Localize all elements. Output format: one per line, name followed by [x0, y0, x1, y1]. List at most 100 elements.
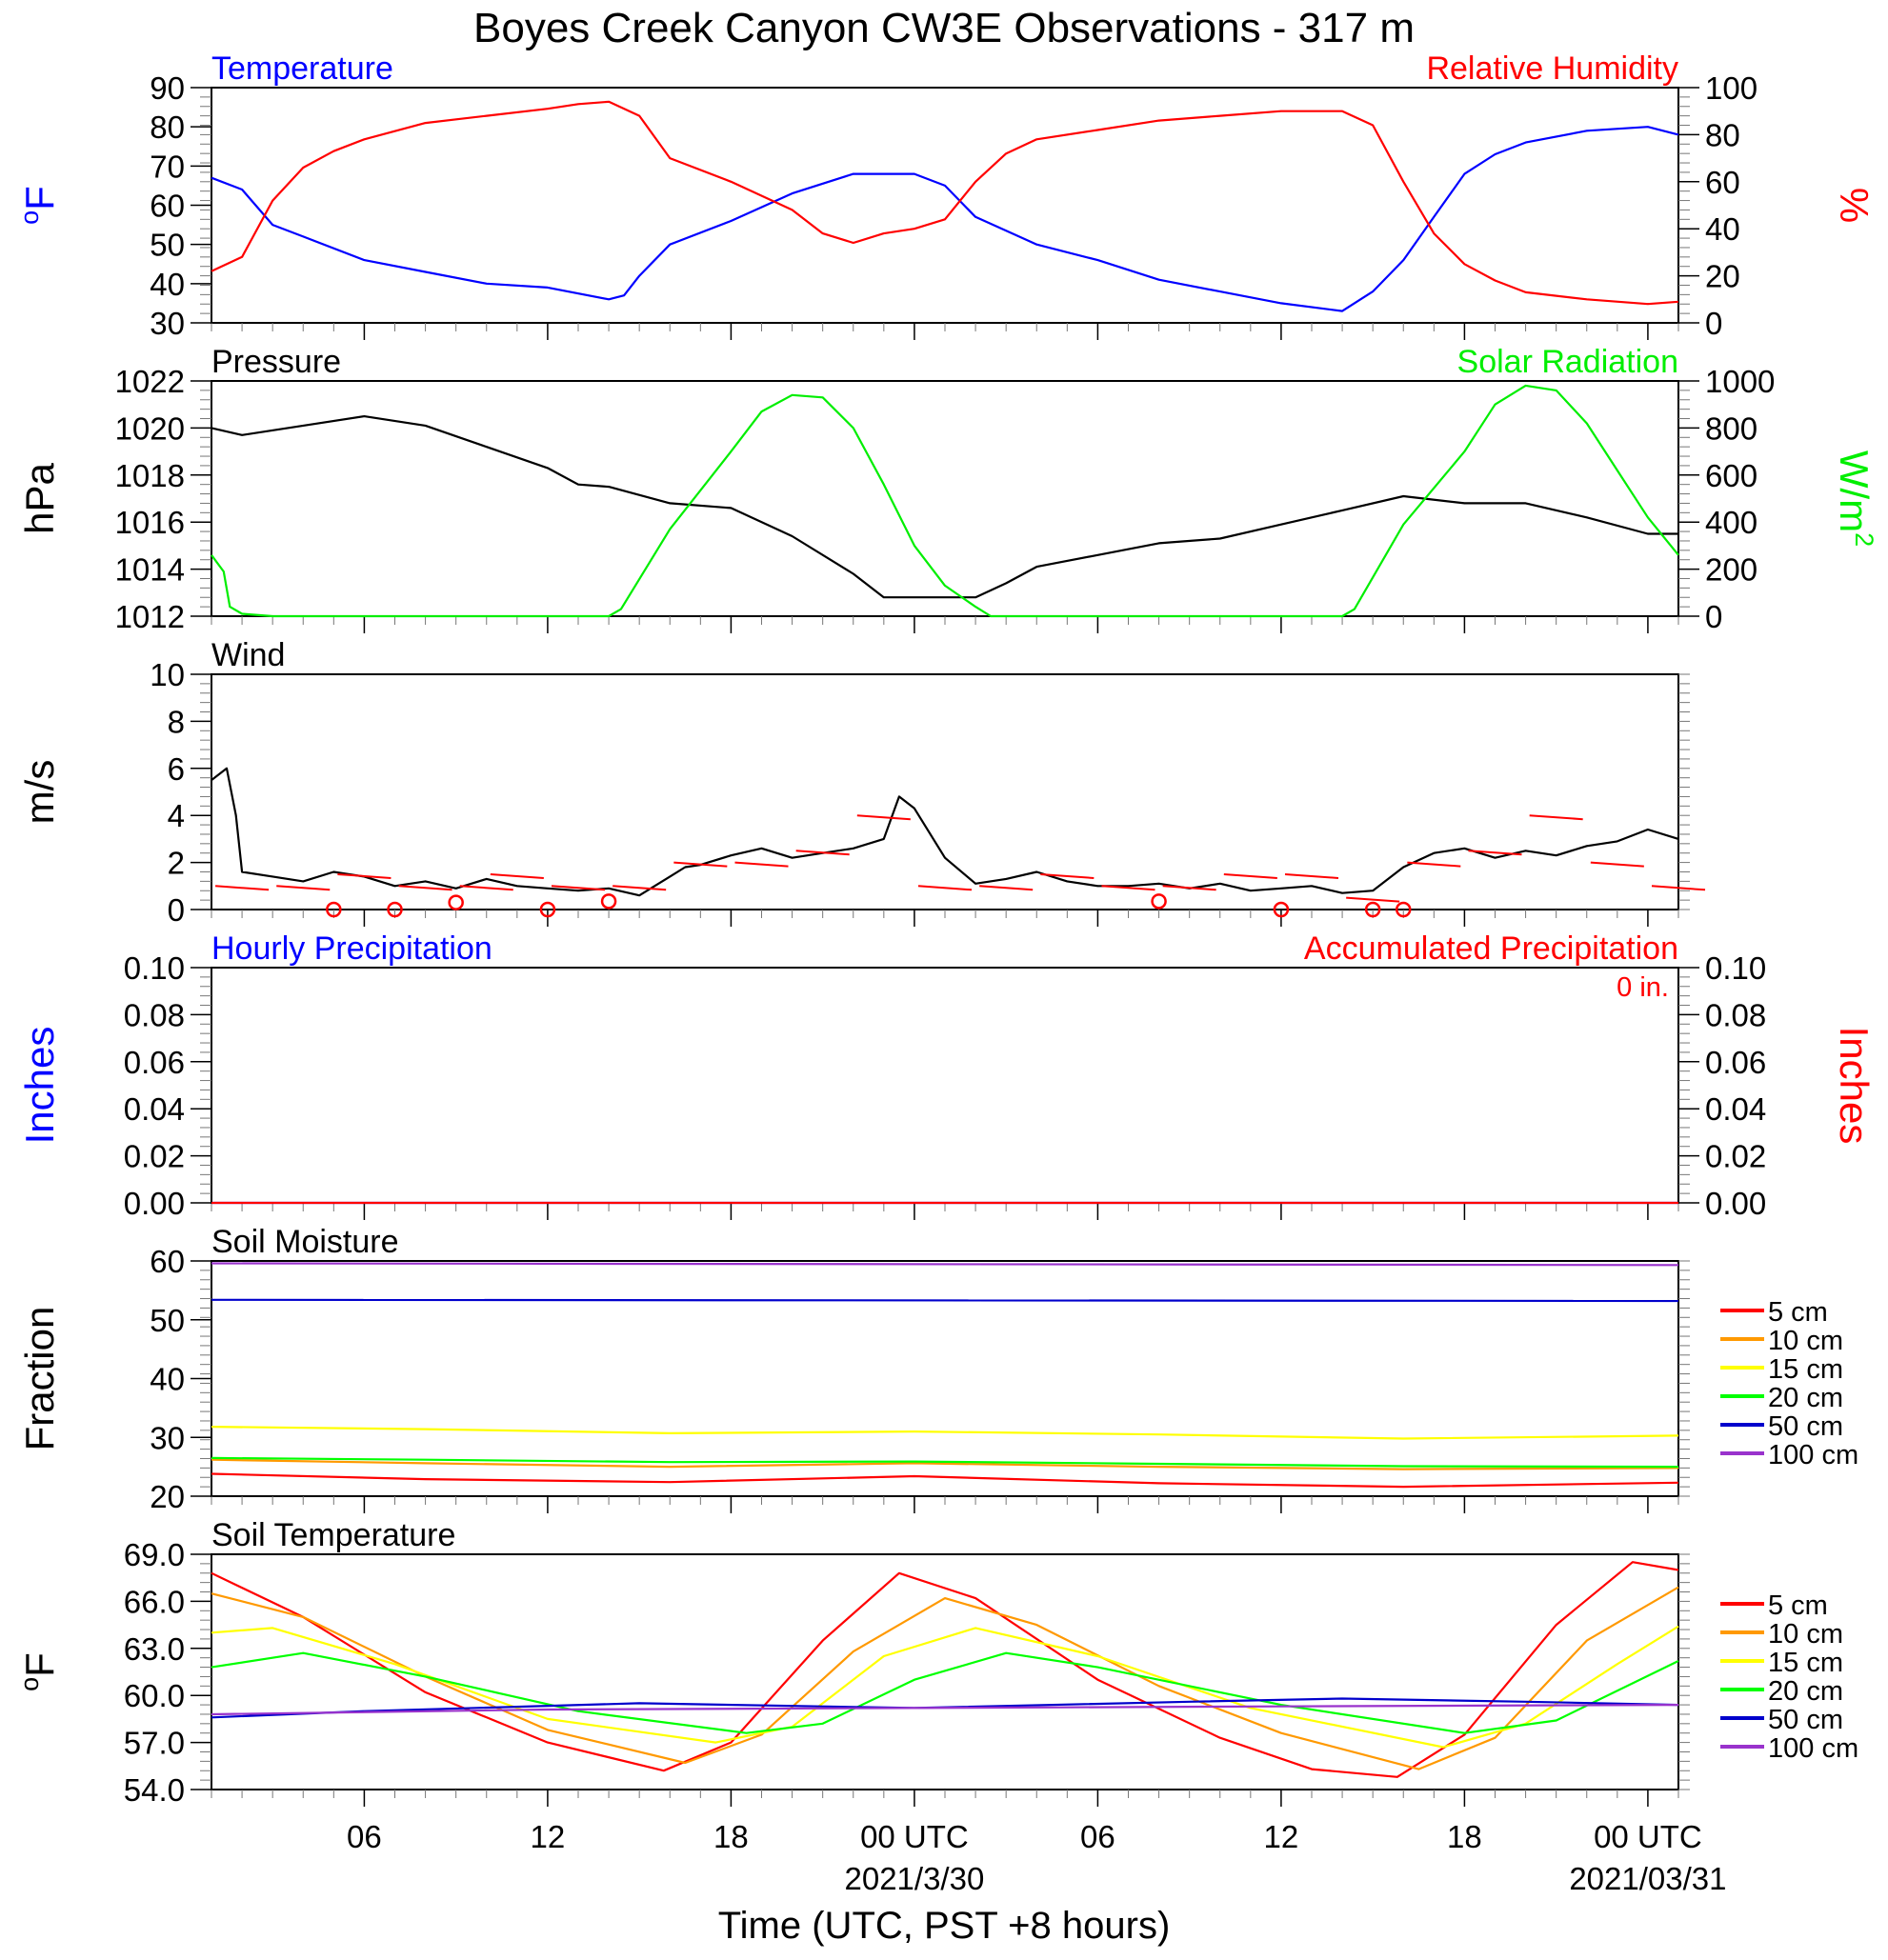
x-tick-label: 12: [1264, 1819, 1299, 1854]
minor-ticks: [200, 1553, 1690, 1807]
panel-title-left: Soil Moisture: [211, 1224, 399, 1260]
y-axis-title-right: W/m2: [1832, 450, 1878, 547]
series-line: [211, 1586, 1679, 1770]
x-tick-date: 2021/3/30: [845, 1861, 985, 1896]
minor-ticks: [200, 967, 1690, 1220]
y-tick-label-left: 0.04: [124, 1091, 185, 1127]
series-20-cm: [211, 1651, 1679, 1734]
minor-ticks: [200, 380, 1690, 633]
accumulation-annotation: 0 in.: [1617, 972, 1669, 1003]
series-wind: [211, 767, 1679, 897]
y-axis-title-left: oF: [15, 1652, 62, 1691]
wind-barb: [459, 885, 513, 891]
y-tick-label-right: 60: [1705, 165, 1740, 200]
y-tick-label-right: 0.10: [1705, 950, 1766, 986]
y-tick-label-left: 2: [168, 846, 185, 881]
y-tick-label-right: 100: [1705, 70, 1757, 106]
y-tick-label-right: 0.02: [1705, 1139, 1766, 1174]
legend-label: 5 cm: [1768, 1590, 1828, 1621]
series-line: [211, 767, 1679, 897]
y-tick-label-left: 60.0: [124, 1678, 185, 1713]
wind-barb: [1590, 861, 1644, 868]
y-tick-label-left: 57.0: [124, 1726, 185, 1761]
series-10-cm: [211, 1458, 1679, 1470]
series-5-cm: [211, 1561, 1679, 1778]
wind-barb: [613, 885, 667, 891]
y-tick-label-left: 1020: [115, 410, 185, 446]
minor-ticks: [200, 87, 1690, 340]
series-line: [211, 415, 1678, 599]
series-50-cm: [211, 1697, 1679, 1719]
wind-barb: [856, 814, 911, 821]
minor-ticks: [200, 1260, 1690, 1513]
legend-label: 15 cm: [1768, 1354, 1843, 1385]
y-tick-label-left: 0.02: [124, 1139, 185, 1174]
x-tick-label: 00 UTC: [1594, 1819, 1702, 1854]
wind-barb: [1346, 896, 1400, 903]
y-tick-label-left: 1014: [115, 552, 185, 588]
plot-frame: [211, 380, 1679, 617]
panel-title-left: Temperature: [211, 50, 393, 87]
wind-barb: [215, 885, 270, 891]
figure-title: Boyes Creek Canyon CW3E Observations - 3…: [473, 5, 1415, 51]
x-tick-label: 18: [713, 1819, 749, 1854]
x-tick-label: 00 UTC: [860, 1819, 969, 1854]
y-tick-label-left: 50: [150, 1303, 185, 1338]
y-tick-label-left: 69.0: [124, 1537, 185, 1572]
y-axis-title-right: Inches: [1832, 1027, 1877, 1145]
panel-soil-temperature: 54.0 57.0 60.0 63.0 66.0 69.0 Soil Temperature…: [15, 1517, 1858, 1808]
y-tick-label-right: 0.08: [1705, 997, 1766, 1032]
y-tick-label-right: 0: [1705, 599, 1722, 634]
y-tick-label-left: 66.0: [124, 1584, 185, 1619]
legend-label: 100 cm: [1768, 1440, 1858, 1470]
plot-frame: [211, 967, 1679, 1204]
series-line: [211, 1697, 1679, 1719]
legend-label: 100 cm: [1768, 1733, 1858, 1764]
series-100-cm: [211, 1262, 1679, 1267]
series-line: [211, 384, 1679, 618]
wind-barb: [337, 872, 392, 879]
calm-marker: [600, 893, 617, 910]
wind-barb: [1223, 872, 1277, 879]
wind-barb: [673, 861, 728, 868]
legend-label: 5 cm: [1768, 1297, 1828, 1328]
wind-barb: [551, 885, 606, 891]
y-tick-label-left: 0: [168, 892, 185, 928]
y-axis-title-left: Fraction: [17, 1307, 62, 1451]
x-axis-label: Time (UTC, PST +8 hours): [718, 1905, 1171, 1947]
y-tick-label-left: 1012: [115, 599, 185, 634]
panel-title-right: Relative Humidity: [1426, 50, 1678, 87]
y-tick-label-right: 0: [1705, 306, 1722, 341]
series-line: [211, 1456, 1679, 1469]
series-line: [211, 1458, 1679, 1470]
x-tick-label: 06: [1080, 1819, 1115, 1854]
y-axis-title-left: hPa: [17, 462, 62, 533]
wind-barb: [1101, 885, 1155, 891]
wind-barb: [1284, 872, 1339, 879]
panel-wind: 0 2 4 6 8 10 Wind m/s: [17, 637, 1706, 928]
wind-barb: [979, 885, 1034, 891]
y-tick-label-left: 63.0: [124, 1631, 185, 1667]
y-tick-label-right: 40: [1705, 211, 1740, 247]
y-axis-title-left: oF: [15, 186, 62, 225]
wind-barb: [1040, 872, 1095, 879]
series-calm: [326, 893, 1412, 918]
series-line: [211, 1703, 1679, 1716]
y-tick-label-left: 60: [150, 1244, 185, 1279]
y-tick-label-right: 20: [1705, 259, 1740, 294]
y-tick-label-left: 8: [168, 704, 185, 739]
wind-barb: [795, 850, 850, 856]
series-line: [211, 1561, 1679, 1778]
y-tick-label-right: 0.06: [1705, 1045, 1766, 1080]
calm-marker: [539, 901, 556, 918]
y-tick-label-left: 30: [150, 1420, 185, 1455]
y-tick-label-left: 80: [150, 110, 185, 145]
wind-barb: [1468, 850, 1522, 856]
y-tick-label-right: 200: [1705, 552, 1757, 588]
x-tick-label: 18: [1447, 1819, 1482, 1854]
y-tick-label-left: 70: [150, 149, 185, 184]
